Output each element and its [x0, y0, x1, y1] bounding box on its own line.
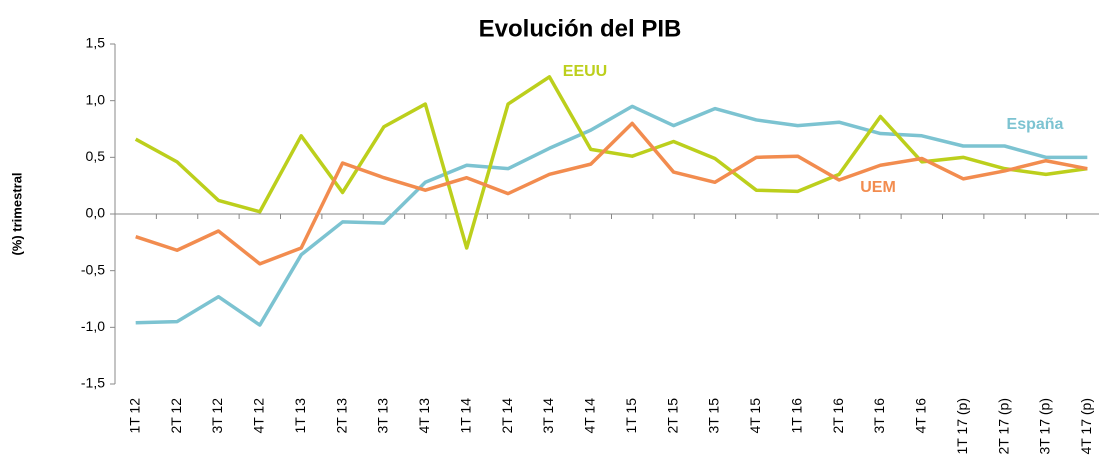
- series-line: [135, 104, 1088, 327]
- x-tick-label: 1T 16: [788, 398, 804, 434]
- y-tick-label: -1,0: [81, 318, 105, 334]
- x-tick-label: 3T 16: [871, 398, 887, 434]
- y-tick-label: 0,5: [86, 148, 106, 164]
- x-tick-label: 4T 15: [747, 398, 763, 434]
- x-tick-label: 3T 12: [209, 398, 225, 434]
- x-tick-label: 4T 12: [251, 398, 267, 434]
- x-tick-label: 3T 17 (p): [1037, 398, 1053, 455]
- y-tick-label: 0,0: [86, 205, 106, 221]
- y-axis-label: (%) trimestral: [9, 172, 24, 255]
- x-tick-label: 2T 16: [830, 398, 846, 434]
- series-line: [134, 75, 1088, 250]
- y-tick-label: 1,5: [86, 35, 106, 51]
- series-label: España: [1007, 116, 1064, 133]
- x-tick-label: 3T 15: [706, 398, 722, 434]
- x-tick-label: 2T 12: [168, 398, 184, 434]
- x-tick-label: 2T 17 (p): [995, 398, 1011, 455]
- series-line: [135, 121, 1088, 266]
- x-tick-label: 1T 12: [126, 398, 142, 434]
- x-tick-label: 1T 15: [623, 398, 639, 434]
- series-label: EEUU: [563, 63, 607, 80]
- x-tick-label: 2T 14: [499, 398, 515, 434]
- x-tick-label: 4T 17 (p): [1078, 398, 1094, 455]
- series-label: UEM: [860, 179, 896, 196]
- x-tick-label: 4T 13: [416, 398, 432, 434]
- x-tick-label: 1T 17 (p): [954, 398, 970, 455]
- y-tick-label: -0,5: [81, 261, 105, 277]
- x-tick-label: 2T 15: [664, 398, 680, 434]
- x-tick-label: 2T 13: [333, 398, 349, 434]
- chart-title: Evolución del PIB: [479, 15, 682, 42]
- x-tick-label: 4T 16: [913, 398, 929, 434]
- y-tick-label: 1,0: [86, 91, 106, 107]
- x-tick-label: 1T 13: [292, 398, 308, 434]
- x-tick-label: 4T 14: [582, 398, 598, 434]
- x-tick-label: 1T 14: [457, 398, 473, 434]
- x-tick-label: 3T 13: [375, 398, 391, 434]
- x-tick-label: 3T 14: [540, 398, 556, 434]
- y-tick-label: -1,5: [81, 375, 105, 391]
